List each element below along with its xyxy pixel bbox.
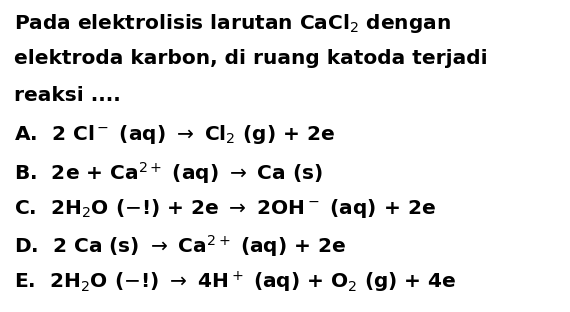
- Text: reaksi ....: reaksi ....: [14, 86, 121, 105]
- Text: C.  2H$_2$O ($-$!) + 2e $\rightarrow$ 2OH$^-$ (aq) + 2e: C. 2H$_2$O ($-$!) + 2e $\rightarrow$ 2OH…: [14, 197, 436, 220]
- Text: Pada elektrolisis larutan CaCl$_2$ dengan: Pada elektrolisis larutan CaCl$_2$ denga…: [14, 12, 451, 36]
- Text: B.  2e + Ca$^{2+}$ (aq) $\rightarrow$ Ca (s): B. 2e + Ca$^{2+}$ (aq) $\rightarrow$ Ca …: [14, 160, 323, 186]
- Text: E.  2H$_2$O ($-$!) $\rightarrow$ 4H$^+$ (aq) + O$_2$ (g) + 4e: E. 2H$_2$O ($-$!) $\rightarrow$ 4H$^+$ (…: [14, 270, 457, 295]
- Text: elektroda karbon, di ruang katoda terjadi: elektroda karbon, di ruang katoda terjad…: [14, 49, 488, 68]
- Text: D.  2 Ca (s) $\rightarrow$ Ca$^{2+}$ (aq) + 2e: D. 2 Ca (s) $\rightarrow$ Ca$^{2+}$ (aq)…: [14, 233, 347, 259]
- Text: A.  2 Cl$^-$ (aq) $\rightarrow$ Cl$_2$ (g) + 2e: A. 2 Cl$^-$ (aq) $\rightarrow$ Cl$_2$ (g…: [14, 123, 335, 146]
